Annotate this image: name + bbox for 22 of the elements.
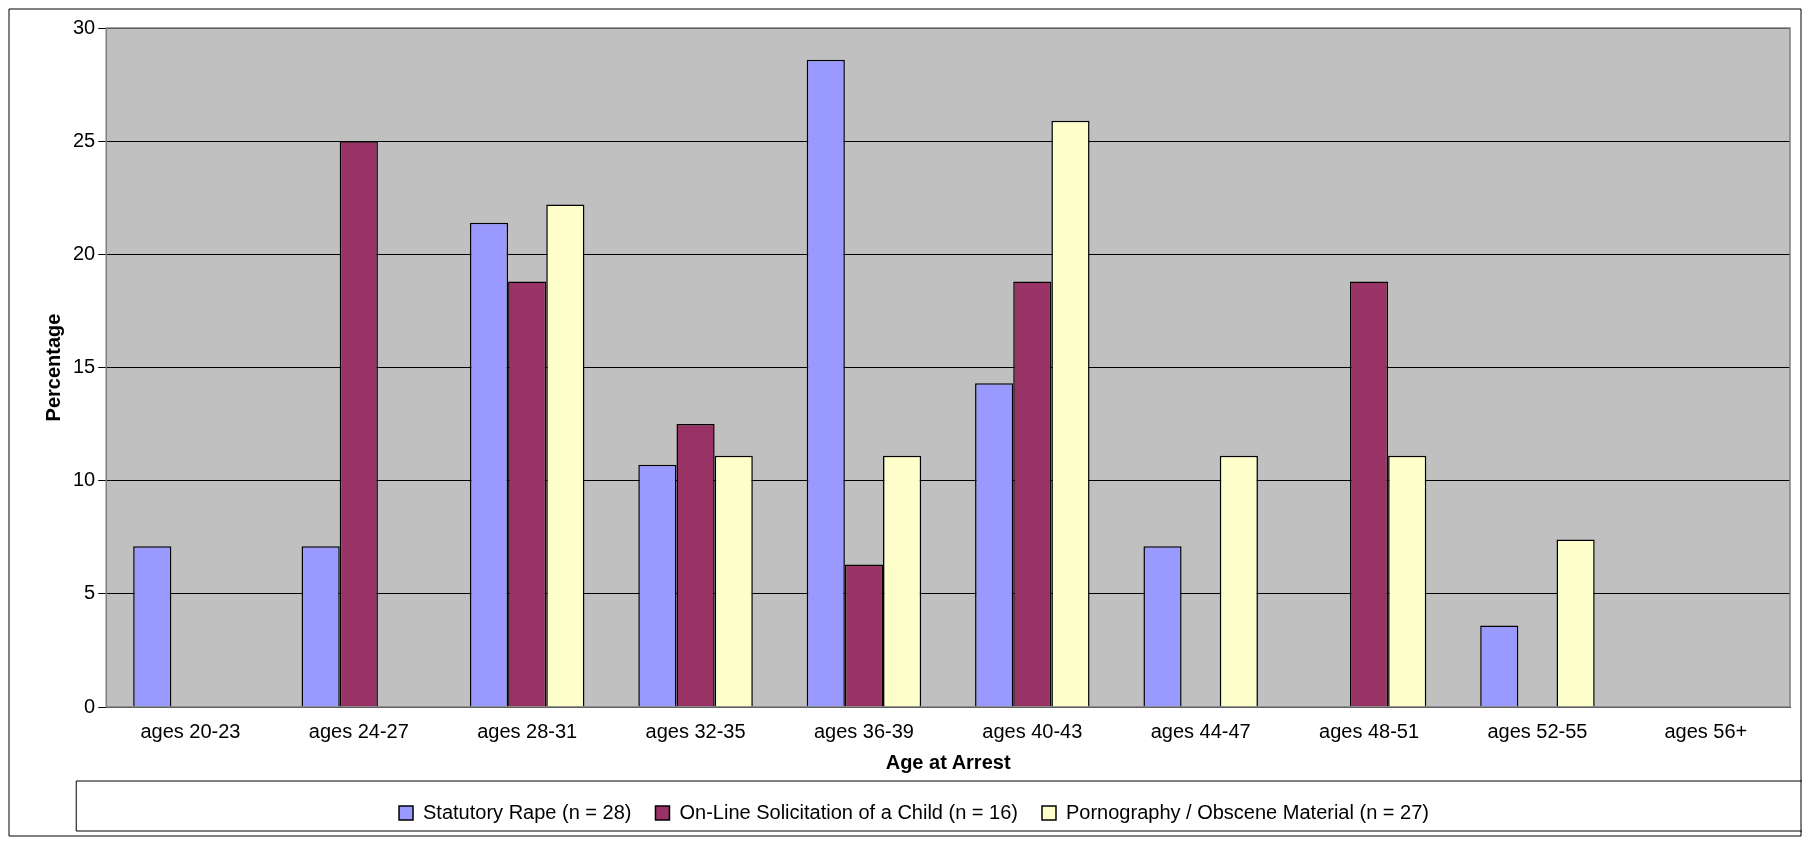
x-tick-label: ages 44-47 [1150, 719, 1251, 742]
y-tick-label: 0 [84, 694, 96, 717]
x-tick-label: ages 24-27 [308, 719, 409, 742]
x-tick-label: ages 56+ [1664, 719, 1748, 742]
y-tick-label: 20 [73, 241, 96, 264]
x-axis-title: Age at Arrest [885, 750, 1011, 773]
legend-label: Statutory Rape (n = 28) [423, 800, 632, 823]
y-axis-title: Percentage [41, 313, 64, 422]
x-tick-label: ages 52-55 [1487, 719, 1588, 742]
x-tick-label: ages 20-23 [140, 719, 241, 742]
x-tick-label: ages 36-39 [813, 719, 914, 742]
y-tick-label: 30 [73, 15, 96, 38]
y-tick-label: 10 [73, 468, 96, 491]
y-tick-label: 25 [73, 128, 96, 151]
x-tick-label: ages 40-43 [982, 719, 1083, 742]
x-tick-label: ages 32-35 [645, 719, 746, 742]
y-tick-label: 5 [84, 581, 96, 604]
y-tick-label: 15 [73, 355, 96, 378]
x-tick-label: ages 48-51 [1319, 719, 1420, 742]
legend-label: On-Line Solicitation of a Child (n = 16) [679, 800, 1018, 823]
x-tick-label: ages 28-31 [477, 719, 578, 742]
legend-label: Pornography / Obscene Material (n = 27) [1066, 800, 1429, 823]
